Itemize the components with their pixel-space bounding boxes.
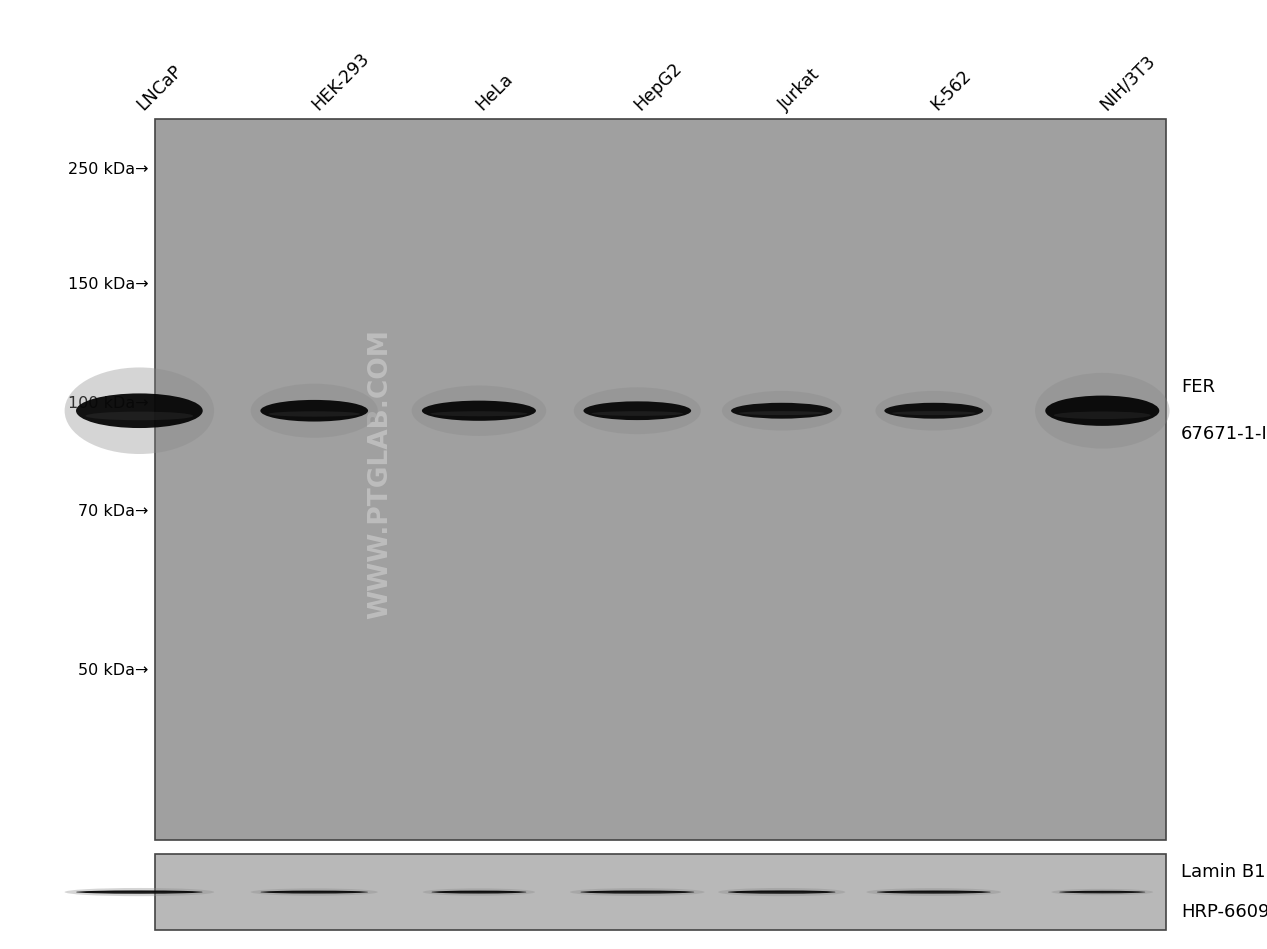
Ellipse shape — [86, 412, 193, 420]
Ellipse shape — [574, 387, 701, 434]
Ellipse shape — [1052, 889, 1153, 895]
Text: 100 kDa→: 100 kDa→ — [67, 396, 148, 411]
Text: HepG2: HepG2 — [631, 59, 685, 114]
Ellipse shape — [884, 402, 983, 419]
Text: FER: FER — [1181, 379, 1215, 397]
Ellipse shape — [423, 888, 535, 896]
Ellipse shape — [1054, 412, 1150, 419]
Ellipse shape — [1045, 396, 1159, 426]
Ellipse shape — [722, 391, 841, 431]
Ellipse shape — [1059, 891, 1145, 893]
Text: Lamin B1: Lamin B1 — [1181, 863, 1266, 881]
Ellipse shape — [76, 394, 203, 428]
Bar — [155, 854, 1166, 930]
Ellipse shape — [251, 383, 378, 437]
Text: 70 kDa→: 70 kDa→ — [77, 504, 148, 519]
Ellipse shape — [422, 400, 536, 420]
Ellipse shape — [739, 411, 825, 415]
Ellipse shape — [1035, 373, 1169, 449]
Ellipse shape — [727, 890, 836, 894]
Ellipse shape — [718, 888, 845, 896]
Text: HEK-293: HEK-293 — [308, 49, 372, 114]
Ellipse shape — [875, 391, 992, 431]
Ellipse shape — [431, 890, 527, 894]
Text: HeLa: HeLa — [473, 70, 517, 114]
Ellipse shape — [570, 888, 704, 896]
Ellipse shape — [867, 888, 1001, 896]
Text: WWW.PTGLAB.COM: WWW.PTGLAB.COM — [367, 329, 393, 620]
Ellipse shape — [584, 401, 692, 420]
Text: NIH/3T3: NIH/3T3 — [1096, 51, 1158, 114]
Ellipse shape — [731, 402, 832, 419]
Ellipse shape — [877, 890, 991, 894]
Ellipse shape — [261, 890, 369, 894]
Ellipse shape — [65, 367, 214, 454]
Text: Jurkat: Jurkat — [775, 65, 824, 114]
Ellipse shape — [269, 411, 360, 417]
Text: 250 kDa→: 250 kDa→ — [67, 161, 148, 177]
Ellipse shape — [65, 888, 214, 896]
Ellipse shape — [261, 400, 369, 421]
Ellipse shape — [76, 890, 203, 894]
Ellipse shape — [592, 411, 683, 416]
Text: 67671-1-Ig: 67671-1-Ig — [1181, 425, 1267, 443]
Ellipse shape — [431, 411, 527, 417]
Text: HRP-66095: HRP-66095 — [1181, 903, 1267, 921]
Ellipse shape — [892, 411, 976, 415]
Bar — [155, 119, 1166, 840]
Ellipse shape — [251, 888, 378, 896]
Ellipse shape — [412, 385, 546, 436]
Text: K-562: K-562 — [927, 66, 974, 114]
Text: LNCaP: LNCaP — [133, 62, 185, 114]
Text: 50 kDa→: 50 kDa→ — [77, 662, 148, 678]
Text: 150 kDa→: 150 kDa→ — [67, 277, 148, 292]
Ellipse shape — [580, 890, 694, 894]
